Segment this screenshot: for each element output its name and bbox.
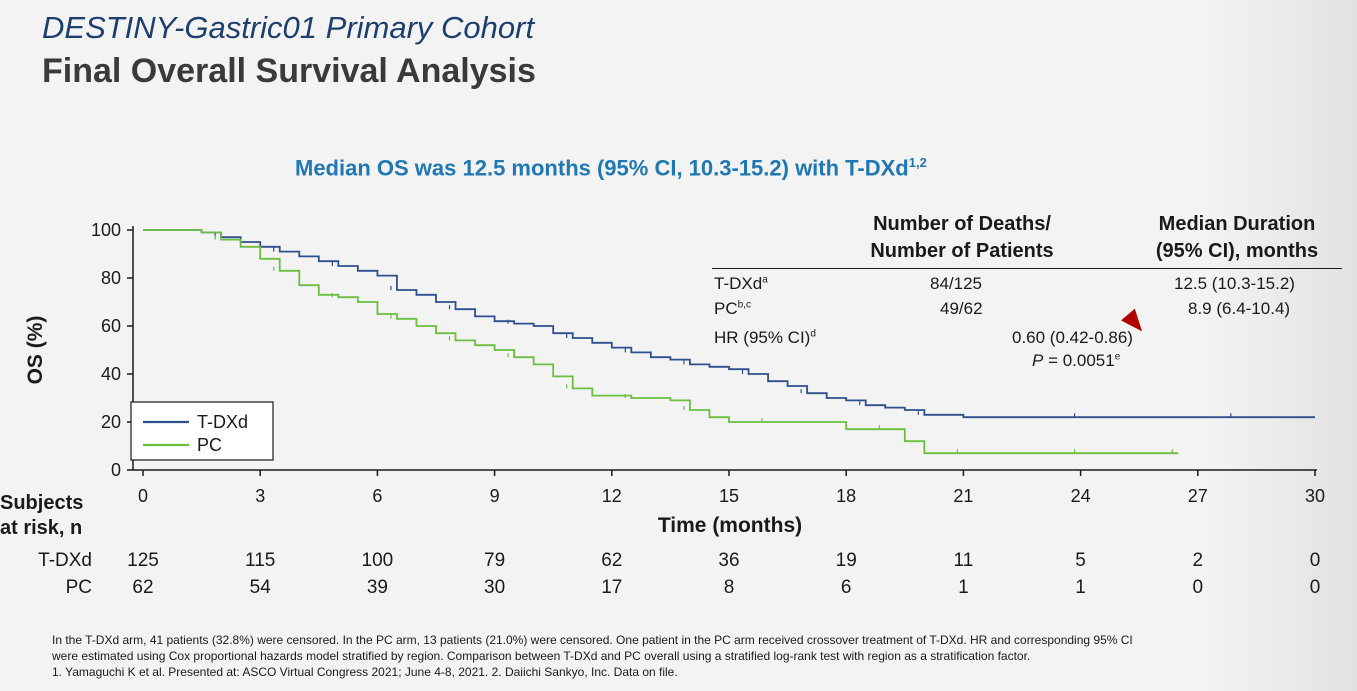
slide-edge-shade [1207, 0, 1357, 691]
stats-row-pc-name: PC [714, 299, 738, 318]
stats-header-deaths-line1: Number of Deaths/ [873, 213, 1051, 235]
stats-header-median-line1: Median Duration [1158, 213, 1316, 235]
x-tick-label: 30 [1305, 486, 1325, 506]
stats-row-pc-median: 8.9 (6.4-10.4) [1188, 299, 1291, 318]
legend-label-tdxd: T-DXd [197, 412, 248, 432]
at-risk-count: 1 [958, 577, 969, 598]
x-tick-label: 21 [953, 486, 973, 506]
at-risk-row-label-pc: PC [66, 577, 92, 598]
subtitle-refs: 1,2 [908, 155, 927, 170]
stats-p-sup: e [1114, 351, 1121, 363]
footnote-line-1: In the T-DXd arm, 41 patients (32.8%) we… [52, 633, 1133, 647]
y-tick-label: 80 [101, 268, 121, 288]
x-tick-label: 0 [138, 486, 148, 506]
x-tick-label: 3 [255, 486, 265, 506]
stats-row-tdxd-label: T-DXda [714, 274, 768, 294]
stats-row-tdxd-name: T-DXd [714, 274, 763, 293]
stats-header-median: Median Duration (95% CI), months [1132, 211, 1342, 265]
at-risk-count: 5 [1075, 550, 1086, 571]
legend-box [130, 401, 274, 461]
at-risk-count: 36 [718, 550, 739, 571]
at-risk-count: 1 [1075, 577, 1086, 598]
x-tick-label: 24 [1071, 486, 1091, 506]
x-tick-label: 15 [719, 486, 739, 506]
at-risk-count: 6 [841, 577, 852, 598]
stats-hr-label-text: HR (95% CI) [714, 328, 811, 347]
stats-table: Number of Deaths/ Number of Patients Med… [712, 208, 1342, 378]
stats-row-tdxd-deaths: 84/125 [930, 274, 982, 293]
at-risk-count: 100 [362, 550, 394, 571]
footnotes: In the T-DXd arm, 41 patients (32.8%) we… [52, 632, 1212, 680]
at-risk-count: 62 [601, 550, 622, 571]
at-risk-count: 30 [484, 577, 505, 598]
at-risk-count: 11 [954, 550, 974, 571]
stats-row-pc-label: PCb,c [714, 299, 751, 319]
subtitle-text: Median OS was 12.5 months (95% CI, 10.3-… [295, 155, 909, 181]
y-tick-label: 60 [101, 316, 121, 336]
stats-row-pc-sup: b,c [737, 299, 751, 311]
footnote-line-2: were estimated using Cox proportional ha… [52, 649, 1031, 663]
stats-row-pc-deaths: 49/62 [940, 299, 983, 318]
at-risk-count: 17 [601, 577, 622, 598]
stats-hr-label: HR (95% CI)d [714, 328, 816, 348]
at-risk-count: 19 [836, 550, 857, 571]
at-risk-count: 0 [1310, 577, 1321, 598]
stats-header-deaths: Number of Deaths/ Number of Patients [842, 211, 1082, 265]
stats-header-deaths-line2: Number of Patients [870, 240, 1054, 262]
chart-subtitle: Median OS was 12.5 months (95% CI, 10.3-… [295, 155, 927, 181]
y-tick-label: 40 [101, 364, 121, 384]
stats-p-number: = 0.0051 [1043, 351, 1115, 370]
at-risk-title-line1: Subjects [0, 492, 83, 514]
at-risk-row-label-tdxd: T-DXd [38, 550, 92, 571]
x-tick-label: 18 [836, 486, 856, 506]
series-line-pc [143, 229, 1179, 455]
at-risk-title-line2: at risk, n [0, 517, 82, 539]
slide-title: Final Overall Survival Analysis [42, 52, 536, 90]
y-tick-label: 100 [91, 220, 121, 240]
stats-p-value: P = 0.0051e [1032, 351, 1120, 371]
at-risk-count: 39 [367, 577, 388, 598]
y-tick-label: 20 [101, 412, 121, 432]
at-risk-count: 62 [132, 577, 153, 598]
x-tick-label: 12 [602, 486, 622, 506]
stats-hr-value: 0.60 (0.42-0.86) [1012, 328, 1133, 347]
legend-label-pc: PC [197, 435, 222, 455]
stats-header-median-line2: (95% CI), months [1155, 240, 1319, 262]
at-risk-count: 125 [127, 550, 159, 571]
x-tick-label: 27 [1188, 486, 1208, 506]
at-risk-count: 115 [245, 550, 275, 571]
stats-header-rule [712, 268, 1342, 269]
at-risk-count: 8 [724, 577, 735, 598]
at-risk-count: 54 [250, 577, 272, 598]
stats-hr-sup: d [810, 328, 816, 340]
x-tick-label: 6 [372, 486, 382, 506]
at-risk-count: 79 [484, 550, 505, 571]
slide-kicker: DESTINY-Gastric01 Primary Cohort [42, 10, 535, 45]
stats-row-tdxd-sup: a [762, 274, 768, 286]
at-risk-count: 0 [1193, 577, 1204, 598]
at-risk-count: 2 [1193, 550, 1204, 571]
stats-row-tdxd-median: 12.5 (10.3-15.2) [1174, 274, 1295, 293]
series-line-tdxd [143, 229, 1315, 419]
at-risk-count: 0 [1310, 550, 1321, 571]
x-axis-title: Time (months) [658, 514, 802, 537]
stats-p-label: P [1032, 351, 1044, 370]
y-axis-title: OS (%) [24, 316, 47, 385]
x-tick-label: 9 [490, 486, 500, 506]
y-tick-label: 0 [111, 460, 121, 480]
footnote-line-3: 1. Yamaguchi K et al. Presented at: ASCO… [52, 665, 678, 679]
